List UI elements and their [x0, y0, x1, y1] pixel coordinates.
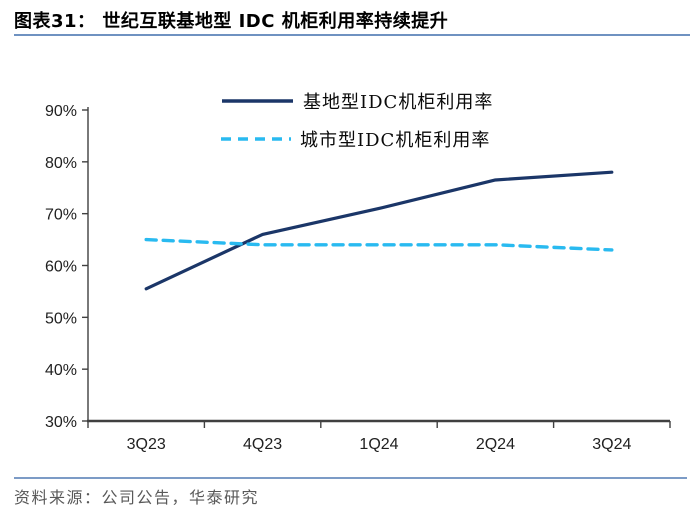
- x-tick-label: 4Q23: [243, 436, 282, 453]
- legend-label-city-idc: 城市型IDC机柜利用率: [300, 130, 490, 151]
- figure-title: 图表31： 世纪互联基地型 IDC 机柜利用率持续提升: [14, 11, 449, 32]
- chart-legend: 基地型IDC机柜利用率 城市型IDC机柜利用率: [221, 92, 493, 151]
- y-tick-label: 80%: [45, 155, 77, 172]
- y-tick-label: 70%: [45, 207, 77, 224]
- y-tick-label: 60%: [45, 259, 77, 276]
- y-tick-label: 30%: [45, 414, 77, 431]
- footer-rule: [14, 477, 687, 479]
- y-tick-label: 40%: [45, 362, 77, 379]
- legend-label-base-idc: 基地型IDC机柜利用率: [303, 92, 493, 113]
- x-tick-label: 1Q24: [359, 436, 398, 453]
- series-line-base: [144, 170, 614, 291]
- source-note: 资料来源：公司公告，华泰研究: [14, 488, 260, 507]
- title-underline-rule: [14, 34, 690, 36]
- utilization-line-chart: 基地型IDC机柜利用率 城市型IDC机柜利用率 30% 40% 50% 60% 70% 8…: [45, 92, 671, 453]
- x-tick-label: 2Q24: [476, 436, 515, 453]
- y-tick-label: 50%: [45, 310, 77, 327]
- y-tick-label: 90%: [45, 103, 77, 120]
- plot-area: 30% 40% 50% 60% 70% 80% 90% 3Q23 4Q23 1Q24 2Q24 3Q2…: [45, 103, 671, 453]
- x-tick-label: 3Q23: [127, 436, 166, 453]
- series-line-city: [144, 237, 614, 252]
- x-tick-label: 3Q24: [592, 436, 631, 453]
